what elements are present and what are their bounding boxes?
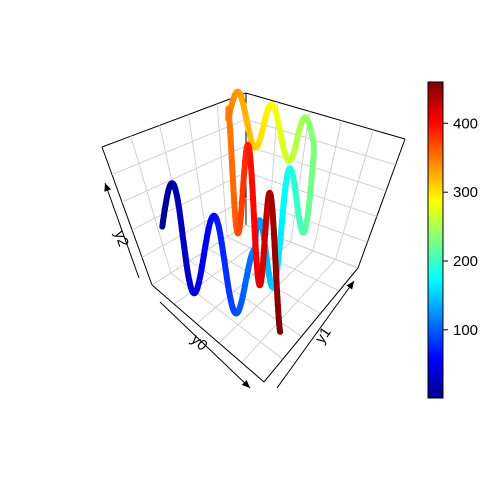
axis-arrow-y2-head [104,183,111,192]
axis-arrow-y1-head [346,281,354,290]
colorbar-tick-label: 200 [453,253,478,270]
gridline [187,114,209,250]
gridline [226,236,340,292]
gridline [130,136,172,274]
gridline [241,259,336,363]
back-edge [101,146,153,286]
axis-arrows [104,182,355,389]
colorbar-ticks: 100 200 300 400 [443,115,478,339]
gridline [216,103,228,238]
gridline [335,129,374,260]
back-edge [245,92,406,140]
gridline [290,111,311,243]
front-edge [263,267,359,383]
back-edge [151,224,247,286]
axis-arrow-y0-head [241,379,250,388]
colorbar-tick-label: 300 [453,184,478,201]
axis-arrow-y2 [104,182,140,279]
gridline [141,198,247,258]
data-path [159,88,317,335]
axis-arrow-y0 [159,301,251,389]
gridline [189,260,302,337]
back-edge [101,92,247,148]
gridline [218,250,314,344]
colorbar-tick-label: 400 [453,115,478,132]
gridline [111,118,247,176]
back-edge [357,138,406,269]
box-front-edges [151,267,359,383]
axis-arrow-y1 [276,280,355,389]
axis-label-y0: y0 [187,331,210,354]
colorbar-tick-label: 100 [453,322,478,339]
front-edge [151,284,265,383]
gridline [245,145,387,192]
axis-label-y1: y1 [312,324,335,347]
gridline [121,145,247,203]
axis-label-y2: y2 [111,228,132,248]
gridline [131,171,247,231]
gridline [245,118,396,166]
colorbar [427,81,444,399]
gridline [312,120,342,251]
path-segment [276,325,284,335]
